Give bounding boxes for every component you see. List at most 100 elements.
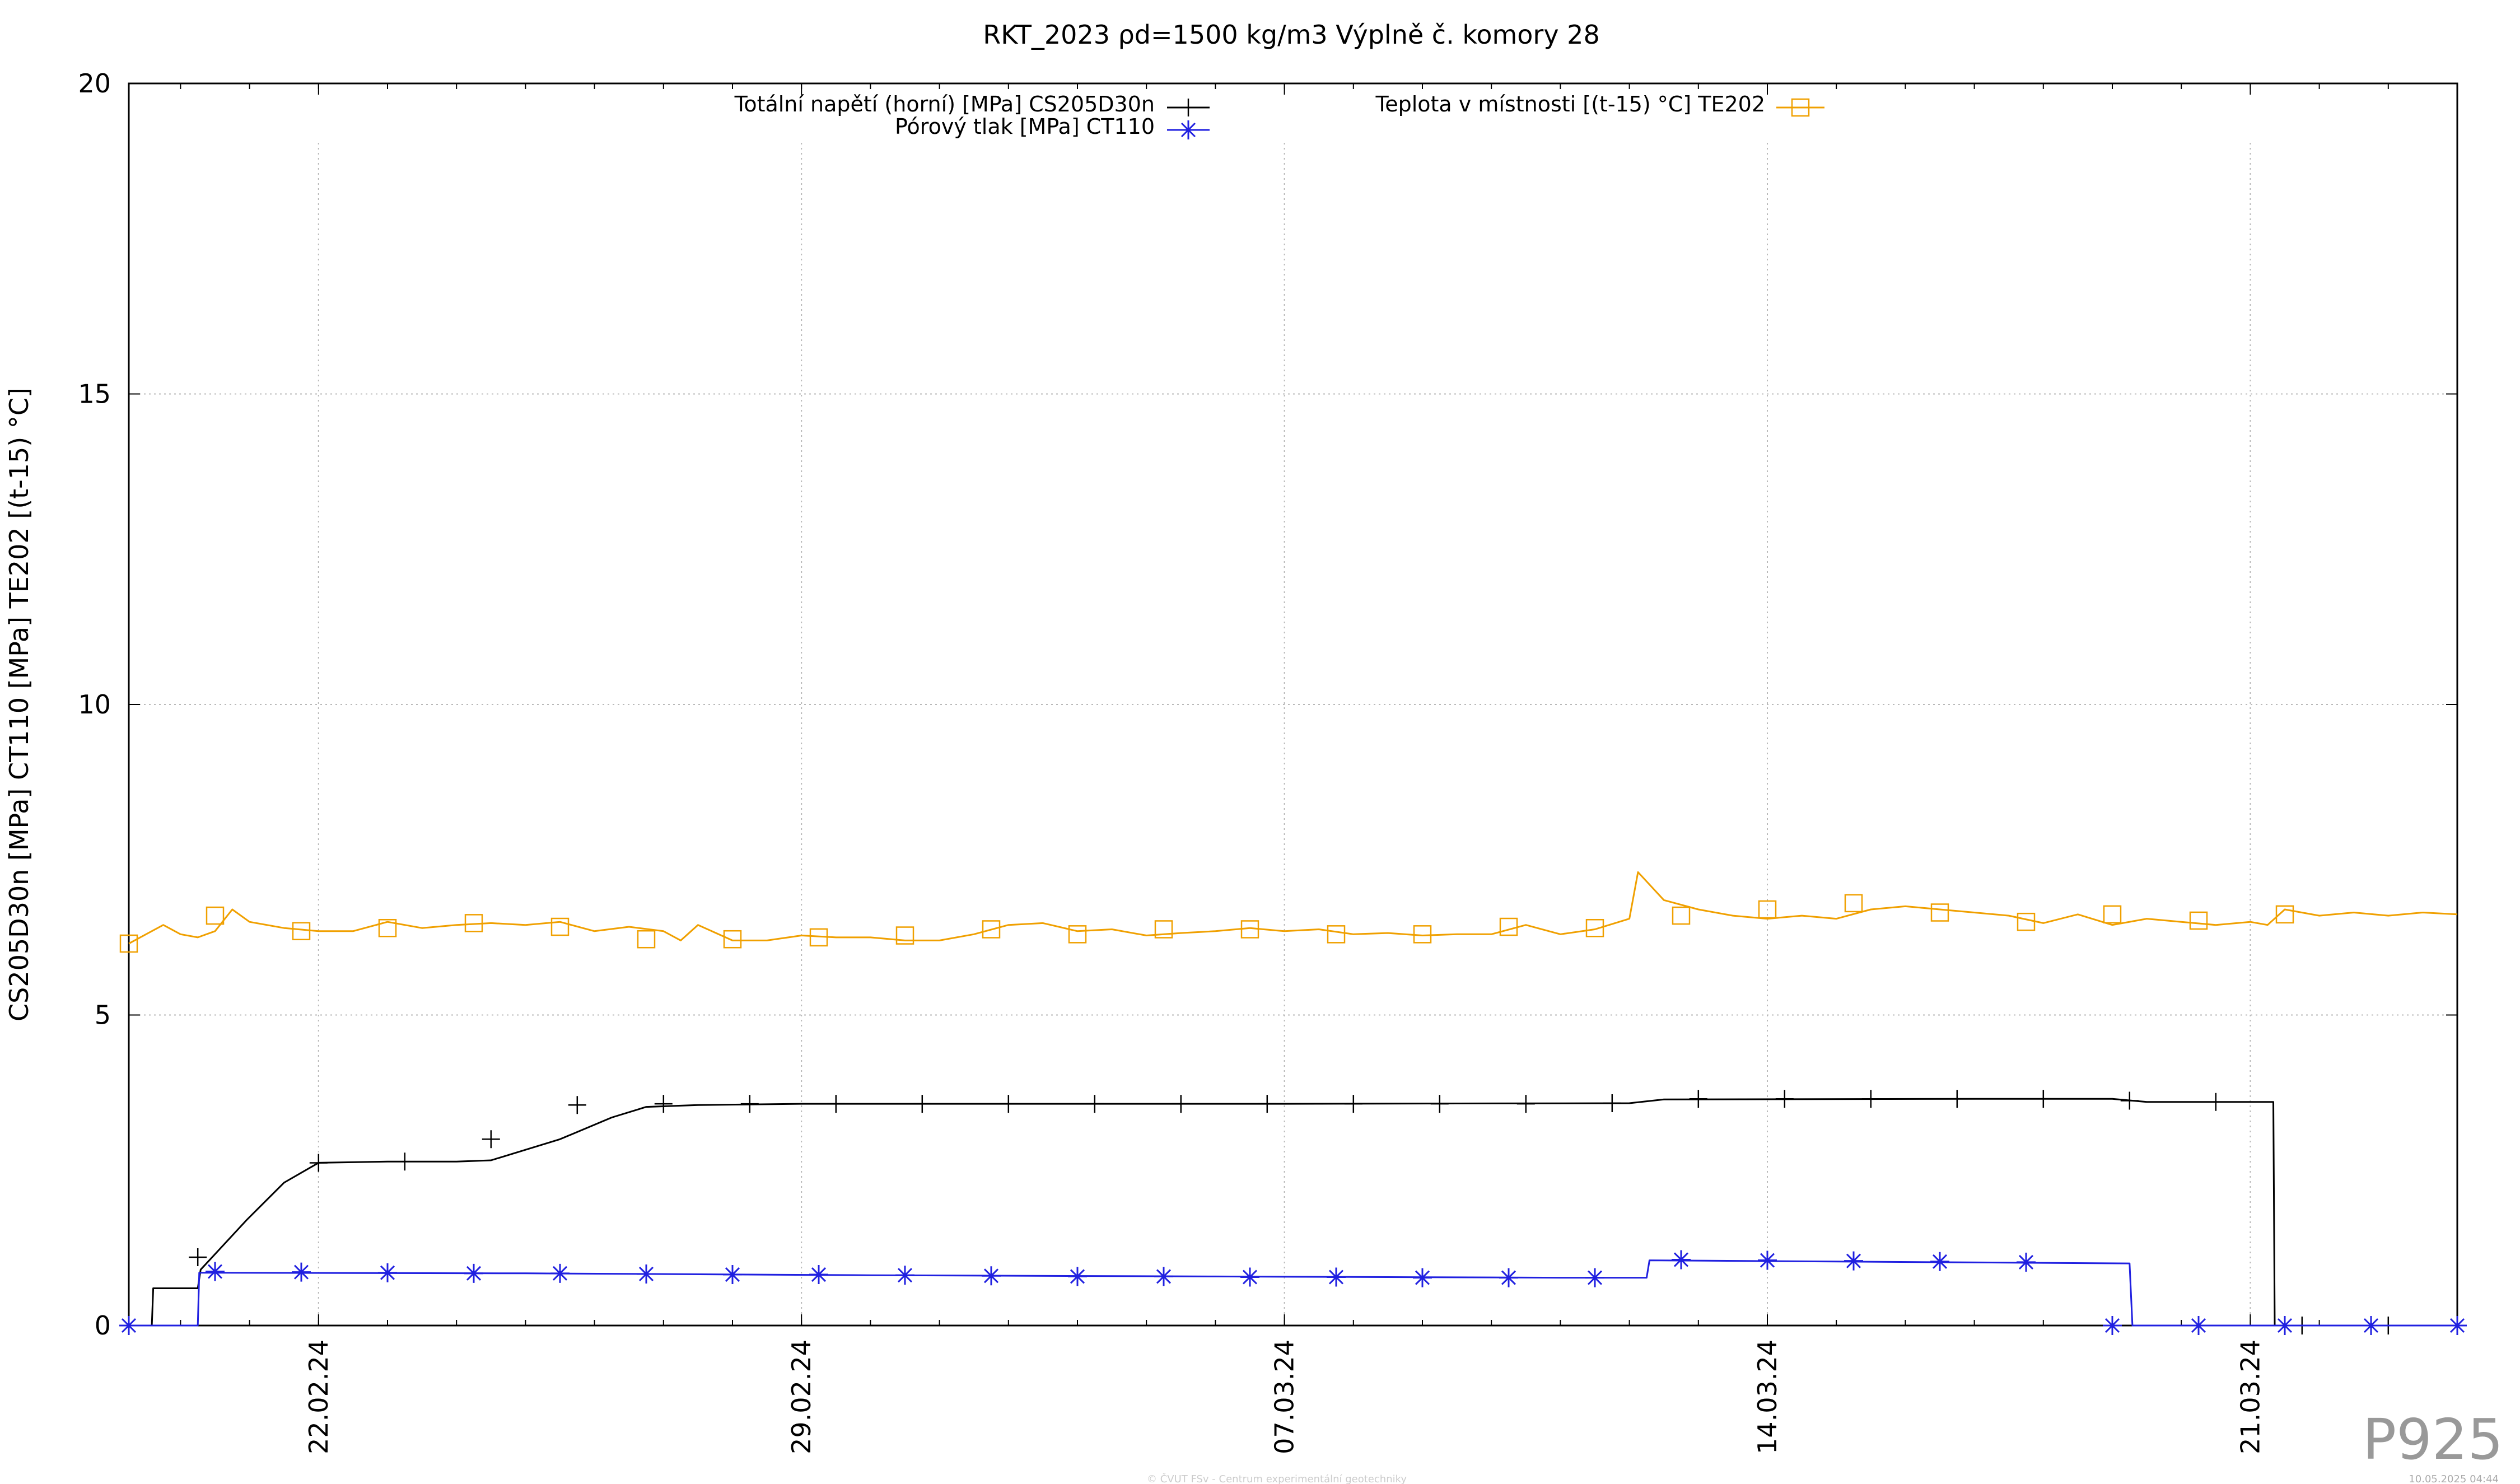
data-point-marker (550, 1263, 570, 1283)
data-point-marker (568, 1096, 586, 1114)
data-point-marker (2034, 1090, 2052, 1108)
x-axis: 22.02.24 29.02.24 07.03.24 14.03.24 21.03.24 (180, 83, 2458, 1454)
data-point-marker (189, 1248, 207, 1267)
data-point-marker (1861, 1090, 1880, 1108)
data-point-marker (1068, 925, 1087, 944)
data-point-marker (1179, 99, 1197, 116)
data-point-marker (309, 1154, 328, 1172)
data-point-marker (895, 926, 914, 945)
data-point-marker (2448, 1316, 2467, 1335)
legend-item: Teplota v místnosti [(t-15) °C] TE202 (1375, 92, 1824, 117)
data-point-marker (1672, 906, 1691, 925)
data-point-marker (1585, 918, 1604, 937)
y-tick-label: 10 (78, 689, 111, 720)
y-tick-label: 0 (95, 1310, 111, 1341)
watermark: P925 (2363, 1407, 2503, 1472)
data-point-marker (1844, 894, 1863, 913)
data-point-marker (1344, 1095, 1362, 1113)
data-point-marker (1930, 903, 1949, 922)
data-point-marker (1413, 1268, 1432, 1287)
data-point-marker (206, 1262, 225, 1281)
data-point-marker (1689, 1090, 1707, 1108)
data-point-marker (1430, 1095, 1449, 1113)
data-point-marker (395, 1152, 414, 1171)
data-point-marker (119, 1316, 138, 1335)
y-axis-label: CS205D30n [MPa] CT110 [MPa] TE202 [(t-15… (4, 388, 34, 1021)
series-line (129, 1098, 2457, 1327)
x-tick-label: 22.02.24 (304, 1340, 334, 1454)
data-point-marker (378, 1263, 397, 1282)
y-axis: 0 5 10 15 20 (78, 68, 2457, 1341)
data-point-marker (1499, 1268, 1518, 1287)
data-point-marker (482, 1130, 500, 1149)
x-tick-label: 29.02.24 (786, 1340, 816, 1454)
series-line (128, 871, 2458, 945)
data-point-marker (2275, 905, 2294, 924)
chart-title: RKT_2023 ρd=1500 kg/m3 Výplně č. komory … (983, 20, 1599, 50)
y-tick-label: 15 (78, 379, 111, 409)
data-point-marker (1240, 1267, 1259, 1287)
data-point-marker (2275, 1316, 2294, 1335)
grid (129, 143, 2457, 1326)
data-point-marker (1603, 1094, 1621, 1112)
data-point-marker (2017, 1252, 2036, 1272)
data-point-marker (1791, 98, 1810, 117)
data-point-marker (2103, 905, 2122, 924)
data-point-marker (740, 1095, 759, 1113)
data-point-marker (1516, 1095, 1535, 1113)
data-point-marker (827, 1095, 845, 1113)
data-point-marker (1258, 1095, 1276, 1113)
legend-label: Teplota v místnosti [(t-15) °C] TE202 (1375, 92, 1765, 116)
data-point-marker (2189, 1316, 2208, 1335)
legend-label: Pórový tlak [MPa] CT110 (895, 114, 1155, 139)
data-point-marker (1172, 1095, 1190, 1113)
data-point-marker (550, 917, 570, 936)
data-point-marker (1948, 1090, 1966, 1108)
series-1 (119, 1250, 2467, 1335)
data-point-marker (1179, 120, 1198, 139)
data-point-marker (378, 918, 397, 937)
data-point-marker (1154, 1267, 1173, 1286)
data-point-marker (809, 1265, 828, 1285)
data-point-marker (2017, 912, 2036, 931)
legend-item: Totální napětí (horní) [MPa] CS205D30n (734, 92, 1210, 116)
y-tick-label: 20 (78, 68, 111, 99)
data-point-marker (895, 1266, 914, 1285)
series-2 (119, 871, 2458, 953)
data-point-marker (723, 930, 742, 949)
data-point-marker (1844, 1251, 1863, 1271)
data-point-marker (206, 906, 225, 925)
footer-credit: © ČVUT FSv - Centrum experimentální geot… (1147, 1473, 1407, 1484)
data-point-marker (1413, 925, 1432, 944)
x-tick-label: 07.03.24 (1270, 1340, 1300, 1454)
series-line (129, 1259, 2457, 1327)
data-point-marker (1775, 1090, 1794, 1108)
data-point-marker (292, 1262, 311, 1282)
data-point-marker (1758, 1250, 1777, 1270)
data-point-marker (464, 914, 483, 932)
data-point-marker (637, 930, 656, 949)
data-point-marker (999, 1095, 1018, 1113)
data-point-marker (1585, 1268, 1604, 1287)
data-point-marker (1499, 917, 1518, 936)
legend: Totální napětí (horní) [MPa] CS205D30nPó… (734, 92, 1824, 139)
data-point-marker (1085, 1095, 1104, 1113)
data-point-marker (2362, 1316, 2381, 1335)
data-point-marker (1930, 1252, 1949, 1271)
data-point-marker (723, 1265, 742, 1285)
footer-timestamp: 10.05.2025 04:44 (2409, 1473, 2499, 1484)
data-point-marker (1240, 920, 1259, 939)
data-point-marker (1154, 920, 1173, 939)
series-layer (119, 871, 2467, 1335)
data-point-marker (2103, 1316, 2122, 1335)
data-point-marker (292, 922, 311, 941)
data-point-marker (1327, 925, 1346, 944)
data-point-marker (2189, 911, 2208, 930)
legend-item: Pórový tlak [MPa] CT110 (895, 114, 1210, 139)
data-point-marker (119, 934, 138, 953)
data-point-marker (2120, 1091, 2139, 1110)
data-point-marker (1327, 1267, 1346, 1287)
legend-label: Totální napětí (horní) [MPa] CS205D30n (734, 92, 1155, 116)
data-point-marker (654, 1095, 673, 1113)
